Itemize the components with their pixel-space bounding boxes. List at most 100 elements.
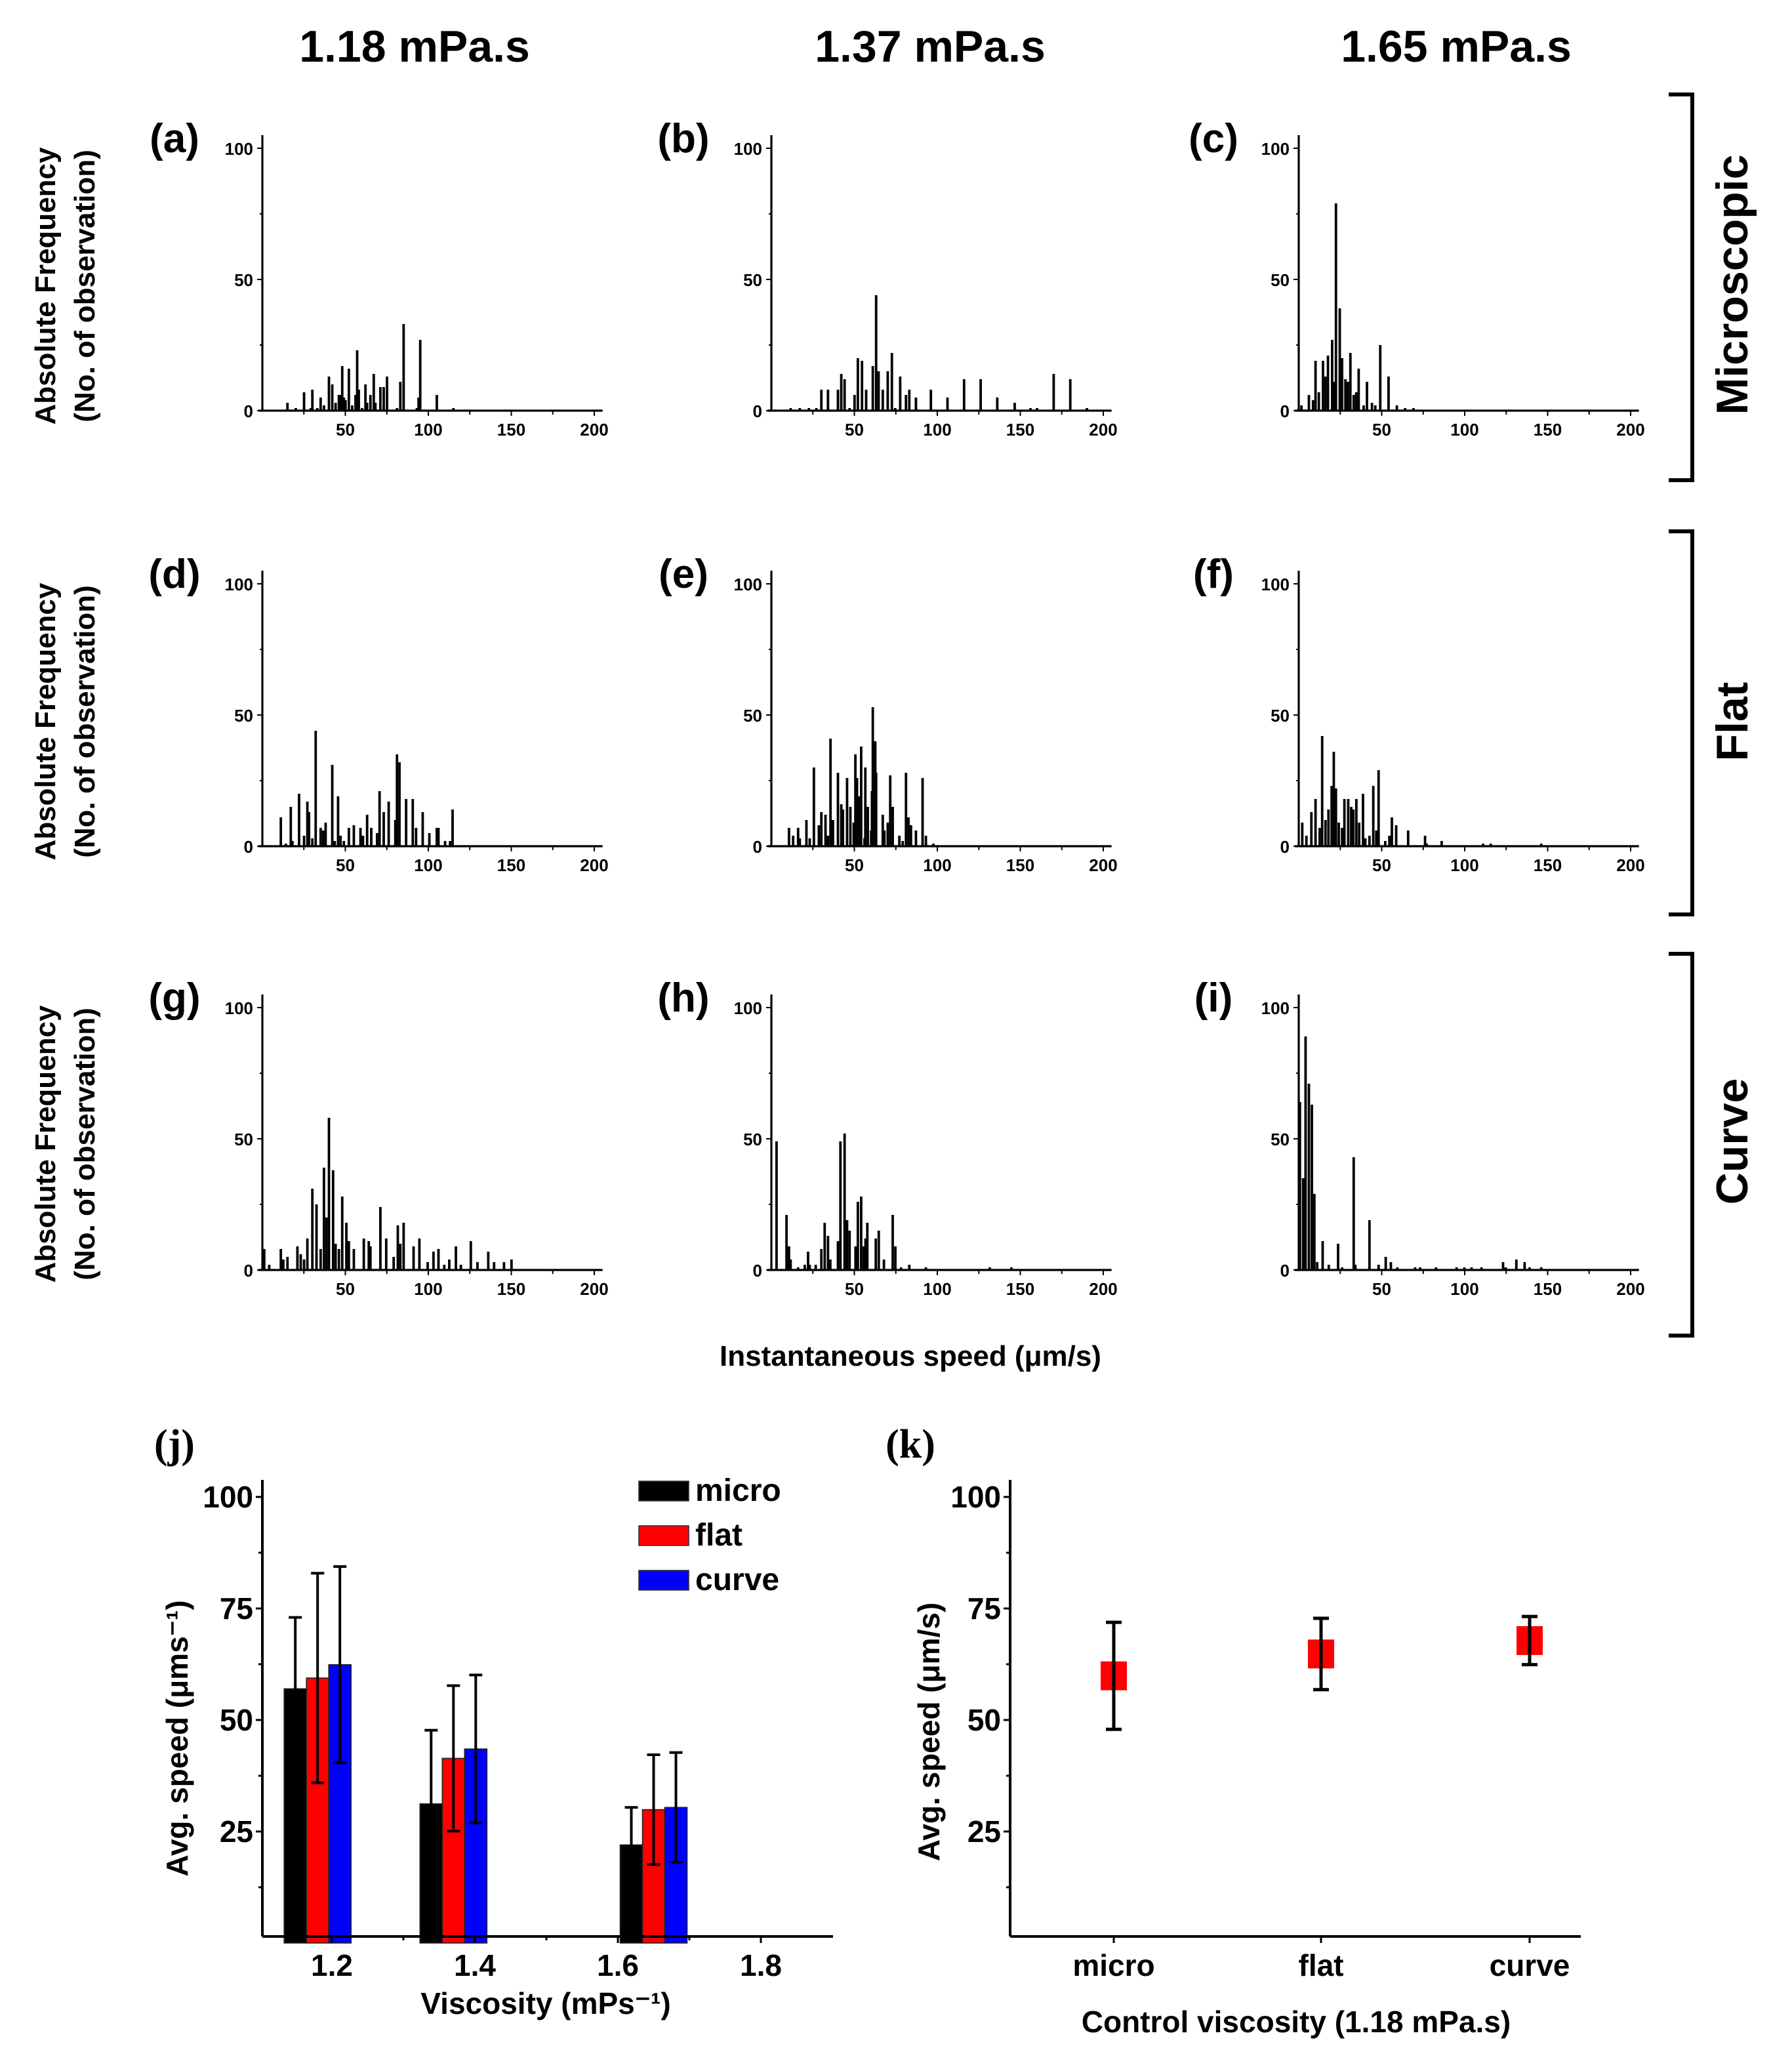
histogram-bar (1334, 203, 1337, 411)
x-tick-label: 150 (497, 855, 525, 875)
histogram-bar (1384, 1257, 1387, 1270)
histogram-bar (379, 387, 382, 411)
histogram-bar (1298, 1102, 1301, 1270)
histogram-bar (826, 1236, 830, 1270)
histogram-bar (314, 731, 317, 846)
histogram-bar (392, 1257, 396, 1270)
histogram-bar (1389, 1262, 1393, 1270)
histogram-bar (493, 1262, 496, 1270)
row-label-flat: Flat (1707, 682, 1757, 762)
histogram-bar (1412, 408, 1415, 411)
y-tick-label: 75 (967, 1591, 1001, 1626)
histogram-bar (836, 773, 840, 846)
histogram-bar (1368, 1220, 1371, 1270)
histogram-bar (1307, 395, 1311, 411)
y-tick-label: 100 (1261, 998, 1290, 1018)
histogram-bar (428, 833, 431, 846)
histogram-bar (1307, 1084, 1311, 1270)
histogram-bar (1377, 770, 1380, 846)
histogram-bar (1354, 799, 1358, 846)
histogram-bar (402, 1223, 405, 1270)
histogram-bar (340, 1197, 344, 1270)
histogram-bar (1301, 1178, 1305, 1270)
histogram-bar (962, 379, 966, 411)
histogram-bar (1327, 809, 1330, 846)
histogram-bar (396, 408, 399, 411)
histogram-bar (1013, 403, 1016, 411)
histogram-bar (286, 1257, 289, 1270)
histogram-bar (1501, 1262, 1505, 1270)
histogram-bar (828, 1259, 832, 1270)
histogram-bar (1052, 374, 1055, 411)
histogram-bar (357, 390, 360, 411)
histogram-bar (946, 398, 949, 411)
histogram-bar (354, 395, 357, 411)
histogram-bar (792, 836, 795, 846)
histogram-bar (356, 350, 359, 411)
histogram-bar (1069, 379, 1072, 411)
histogram-bar (364, 384, 367, 411)
histogram-bar (877, 371, 880, 411)
histogram-bar (374, 403, 377, 411)
histogram-bar (1311, 1105, 1313, 1270)
histogram-bar (367, 1241, 371, 1270)
histogram-bar (829, 739, 832, 846)
histogram-bar (865, 390, 868, 411)
x-tick-label: 50 (336, 855, 355, 875)
x-tick-label: micro (1072, 1948, 1154, 1982)
histogram-bar (296, 1246, 299, 1270)
histogram-bar (1331, 340, 1334, 411)
histogram-bar (331, 765, 334, 846)
histogram-bar (812, 767, 815, 846)
x-tick-label: 200 (1089, 855, 1117, 875)
histogram-bar (836, 390, 840, 411)
histogram-bar (924, 1267, 927, 1270)
histogram-bar (808, 838, 811, 846)
histogram-bar (854, 754, 857, 846)
histogram-bar (1322, 361, 1324, 411)
histogram-bar (362, 1238, 365, 1270)
y-tick-label: 100 (950, 1480, 1001, 1514)
x-tick-label: 50 (1372, 855, 1391, 875)
histogram-bar (1314, 361, 1317, 411)
histogram-bar (864, 767, 867, 846)
histogram-bar (365, 403, 369, 411)
histogram-bar (921, 778, 924, 846)
histogram-bar (820, 390, 823, 411)
y-tick-label: 75 (220, 1591, 253, 1626)
histogram-bar (874, 295, 878, 411)
y-tick-label: 50 (1271, 270, 1290, 290)
histogram-bar (340, 366, 344, 411)
histogram-bar (443, 1265, 446, 1270)
y-tick-label: 50 (234, 706, 253, 726)
histogram-bar (347, 369, 350, 411)
histogram-bar (789, 408, 792, 411)
histogram-bar (1343, 799, 1346, 846)
x-tick-label: 150 (497, 420, 525, 440)
panel-label: (a) (150, 116, 199, 161)
legend-swatch-curve (638, 1570, 689, 1591)
histogram-bar (1305, 836, 1308, 846)
histogram-bar (901, 841, 905, 846)
histogram-bar (331, 1170, 335, 1270)
histogram-bar (1368, 836, 1371, 846)
histogram-bar (337, 1249, 340, 1270)
y-tick-label: 100 (734, 998, 762, 1018)
histogram-bar (1396, 1267, 1399, 1270)
histogram-bar (832, 820, 834, 846)
histogram-bar (379, 1207, 382, 1270)
histogram-bar (452, 408, 455, 411)
x-tick-label: 100 (1450, 1279, 1478, 1299)
x-tick-label: 200 (1616, 420, 1644, 440)
histogram-bar (286, 403, 289, 411)
histogram-bar (279, 817, 283, 846)
histogram-bar (1404, 408, 1407, 411)
row-bracket-flat: Flat (1669, 529, 1757, 916)
histogram-panel-i: (i) 0 50 100 50 100 150 200 (1194, 975, 1645, 1299)
histogram-bar (359, 828, 362, 846)
histogram-bar (908, 1265, 911, 1270)
histogram-bar (418, 1238, 421, 1270)
histogram-panel-c: (c) 0 50 100 50 100 150 200 (1189, 116, 1645, 440)
histogram-bar (856, 358, 859, 411)
histogram-bar (306, 1238, 309, 1270)
